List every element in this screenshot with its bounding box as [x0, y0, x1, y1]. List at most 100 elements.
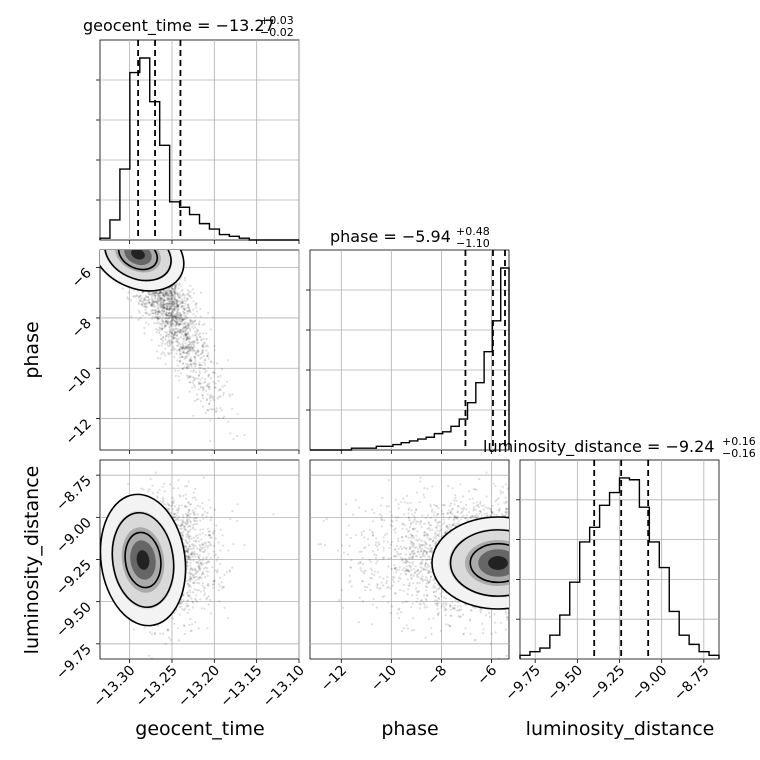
- geocent-lum-sample-point: [237, 503, 239, 505]
- geocent-phase-sample-point: [159, 315, 161, 317]
- geocent-lum-sample-point: [201, 607, 203, 609]
- geocent-lum-sample-point: [178, 614, 180, 616]
- geocent-phase-sample-point: [181, 301, 183, 303]
- geocent-lum-sample-point: [204, 549, 206, 551]
- geocent-phase-sample-point: [177, 344, 179, 346]
- geocent-lum-sample-point: [127, 483, 129, 485]
- geocent-lum-sample-point: [191, 569, 193, 571]
- geocent-phase-sample-point: [184, 303, 186, 305]
- geocent-phase-sample-point: [154, 317, 156, 319]
- geocent-phase-sample-point: [145, 306, 147, 308]
- geocent-phase-sample-point: [229, 395, 231, 397]
- geocent-phase-sample-point: [181, 298, 183, 300]
- geocent-lum-sample-point: [215, 553, 217, 555]
- geocent-phase-sample-point: [179, 331, 181, 333]
- geocent-lum-sample-point: [188, 624, 190, 626]
- geocent-phase-sample-point: [200, 400, 202, 402]
- geocent-lum-sample-point: [155, 472, 157, 474]
- geocent-lum-sample-point: [189, 538, 191, 540]
- geocent-phase-sample-point: [148, 298, 150, 300]
- geocent-lum-sample-point: [148, 655, 150, 657]
- geocent-phase-sample-point: [150, 313, 152, 315]
- geocent-phase-sample-point: [185, 355, 187, 357]
- geocent-phase-sample-point: [143, 297, 145, 299]
- geocent-phase-sample-point: [199, 367, 201, 369]
- geocent-phase-sample-point: [172, 311, 174, 313]
- phase-lum-sample-point: [415, 523, 417, 525]
- geocent-phase-sample-point: [166, 303, 168, 305]
- geocent-lum-sample-point: [185, 494, 187, 496]
- geocent-phase-sample-point: [199, 382, 201, 384]
- geocent-phase-sample-point: [223, 416, 225, 418]
- geocent-phase-sample-point: [142, 301, 144, 303]
- geocent-phase-sample-point: [167, 336, 169, 338]
- geocent-lum-sample-point: [209, 537, 211, 539]
- geocent-phase-sample-point: [153, 294, 155, 296]
- geocent-phase-sample-point: [219, 375, 221, 377]
- geocent-lum-sample-point: [199, 529, 201, 531]
- geocent-phase-sample-point: [217, 397, 219, 399]
- geocent-lum-sample-point: [213, 551, 215, 553]
- geocent-lum-sample-point: [187, 612, 189, 614]
- geocent-phase-sample-point: [192, 309, 194, 311]
- geocent-phase-sample-point: [138, 303, 140, 305]
- geocent-phase-sample-point: [152, 316, 154, 318]
- geocent-phase-sample-point: [182, 311, 184, 313]
- geocent-phase-sample-point: [140, 303, 142, 305]
- geocent-lum-sample-point: [188, 530, 190, 532]
- geocent-phase-sample-point: [170, 290, 172, 292]
- geocent-lum-sample-point: [185, 534, 187, 536]
- geocent-lum-sample-point: [201, 543, 203, 545]
- geocent-phase-sample-point: [204, 368, 206, 370]
- panel-phase-hist: [310, 250, 509, 450]
- geocent-lum-sample-point: [179, 528, 181, 530]
- geocent-phase-sample-point: [172, 294, 174, 296]
- phase-lum-sample-point: [426, 566, 428, 568]
- geocent-phase-sample-point: [194, 340, 196, 342]
- geocent-lum-sample-point: [151, 633, 153, 635]
- geocent-lum-sample-point: [170, 458, 172, 460]
- geocent-phase-sample-point: [193, 362, 195, 364]
- geocent-lum-sample-point: [243, 544, 245, 546]
- geocent-phase-sample-point: [223, 385, 225, 387]
- geocent-phase-sample-point: [151, 339, 153, 341]
- phase-lum-sample-point: [403, 567, 405, 569]
- geocent-lum-sample-point: [192, 582, 194, 584]
- geocent-phase-sample-point: [231, 393, 233, 395]
- geocent-phase-sample-point: [172, 323, 174, 325]
- geocent-phase-sample-point: [207, 345, 209, 347]
- geocent-lum-sample-point: [192, 526, 194, 528]
- phase-lum-sample-point: [408, 520, 410, 522]
- geocent-lum-sample-point: [161, 502, 163, 504]
- geocent-lum-sample-point: [189, 589, 191, 591]
- geocent-lum-sample-point: [200, 591, 202, 593]
- geocent-phase-sample-point: [174, 296, 176, 298]
- geocent-phase-sample-point: [176, 349, 178, 351]
- geocent-phase-sample-point: [175, 337, 177, 339]
- geocent-lum-sample-point: [200, 562, 202, 564]
- geocent-phase-sample-point: [184, 295, 186, 297]
- geocent-lum-sample-point: [213, 583, 215, 585]
- geocent-lum-sample-point: [186, 560, 188, 562]
- geocent-phase-sample-point: [165, 338, 167, 340]
- geocent-lum-sample-point: [202, 528, 204, 530]
- geocent-phase-sample-point: [186, 316, 188, 318]
- geocent-phase-sample-point: [194, 334, 196, 336]
- geocent-phase-sample-point: [213, 381, 215, 383]
- phase-lum-sample-point: [341, 589, 343, 591]
- geocent-lum-sample-point: [154, 633, 156, 635]
- geocent-lum-sample-point: [193, 537, 195, 539]
- geocent-phase-sample-point: [210, 377, 212, 379]
- geocent-phase-sample-point: [158, 345, 160, 347]
- geocent-lum-sample-point: [192, 559, 194, 561]
- geocent-lum-sample-point: [186, 600, 188, 602]
- geocent-phase-sample-point: [175, 315, 177, 317]
- phase-lum-sample-point: [454, 604, 456, 606]
- geocent-phase-sample-point: [142, 315, 144, 317]
- geocent-lum-sample-point: [173, 487, 175, 489]
- geocent-lum-sample-point: [213, 580, 215, 582]
- phase-lum-sample-point: [403, 513, 405, 515]
- geocent-lum-sample-point: [177, 487, 179, 489]
- geocent-lum-sample-point: [189, 565, 191, 567]
- geocent-phase-sample-point: [183, 305, 185, 307]
